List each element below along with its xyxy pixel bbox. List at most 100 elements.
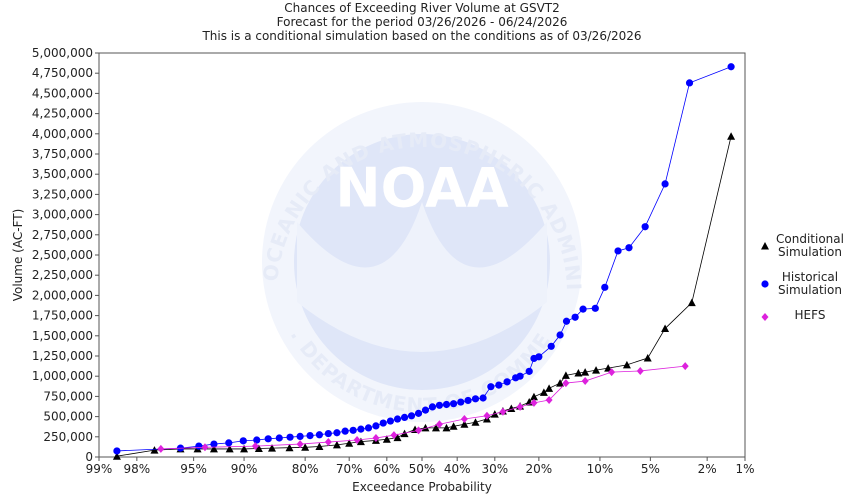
marker: [393, 433, 402, 442]
y-tick-label: 2,250,000: [32, 268, 93, 282]
y-tick-label: 500,000: [43, 410, 93, 424]
marker: [382, 435, 391, 443]
marker: [625, 244, 633, 252]
marker: [530, 398, 538, 407]
marker: [201, 443, 209, 452]
y-tick-label: 3,250,000: [32, 187, 93, 201]
marker: [386, 417, 395, 425]
marker: [687, 298, 696, 307]
marker: [503, 378, 511, 386]
x-tick-label: 30%: [481, 462, 508, 476]
marker: [661, 324, 670, 333]
y-tick-label: 1,000,000: [32, 369, 93, 383]
y-tick-label: 4,000,000: [32, 127, 93, 141]
marker: [471, 418, 480, 426]
marker: [525, 367, 533, 375]
legend-label: Historical Simulation: [778, 270, 842, 297]
marker: [372, 434, 380, 443]
y-tick-label: 2,500,000: [32, 248, 93, 262]
marker: [487, 383, 495, 391]
marker: [556, 331, 564, 339]
legend-label: HEFS: [794, 308, 826, 322]
marker: [315, 442, 324, 450]
chart-subtitle: This is a conditional simulation based o…: [201, 29, 641, 43]
y-tick-label: 1,250,000: [32, 349, 93, 363]
x-tick-label: 98%: [124, 462, 151, 476]
marker: [435, 420, 443, 429]
marker: [581, 377, 589, 386]
marker: [209, 444, 218, 453]
marker: [421, 406, 430, 414]
chart-title: Chances of Exceeding River Volume at GSV…: [284, 1, 560, 15]
marker: [157, 444, 165, 453]
marker: [685, 79, 694, 87]
x-tick-label: 90%: [231, 462, 258, 476]
marker: [345, 439, 354, 447]
marker: [561, 371, 570, 379]
marker: [285, 443, 294, 452]
y-tick-label: 4,500,000: [32, 86, 93, 100]
legend-label: Conditional Simulation: [776, 232, 844, 259]
marker: [442, 400, 451, 409]
marker: [112, 452, 121, 460]
x-tick-label: 5%: [641, 462, 660, 476]
marker: [195, 442, 203, 450]
marker: [571, 313, 579, 321]
marker: [435, 401, 444, 409]
marker: [275, 434, 283, 442]
y-tick-label: 1,500,000: [32, 329, 93, 343]
marker: [479, 394, 487, 402]
marker: [614, 247, 622, 255]
marker: [415, 426, 423, 435]
marker: [349, 426, 357, 434]
marker: [357, 425, 365, 433]
marker: [324, 438, 332, 447]
marker: [574, 368, 583, 377]
x-tick-label: 10%: [587, 462, 614, 476]
marker: [547, 342, 555, 350]
marker: [471, 395, 480, 403]
marker: [581, 368, 590, 376]
marker: [643, 354, 652, 362]
y-tick-label: 3,500,000: [32, 167, 93, 181]
marker: [150, 446, 159, 454]
marker: [286, 433, 294, 441]
marker: [592, 366, 601, 374]
y-tick-label: 1,750,000: [32, 309, 93, 323]
marker: [499, 407, 507, 416]
marker: [483, 411, 491, 420]
chart-subtitle: Forecast for the period 03/26/2026 - 06/…: [277, 15, 568, 29]
y-tick-label: 5,000,000: [32, 46, 93, 60]
x-tick-label: 1%: [735, 462, 754, 476]
marker: [332, 440, 341, 449]
marker: [364, 424, 373, 432]
legend-marker: [761, 280, 769, 288]
marker: [457, 398, 465, 406]
y-tick-label: 3,750,000: [32, 147, 93, 161]
marker: [390, 431, 398, 440]
marker: [407, 412, 416, 420]
marker: [264, 435, 272, 443]
y-tick-label: 0: [85, 450, 93, 464]
marker: [562, 317, 571, 325]
marker: [379, 419, 387, 427]
marker: [545, 396, 553, 405]
marker: [296, 432, 304, 440]
marker: [661, 180, 669, 188]
marker: [460, 420, 469, 428]
marker: [253, 436, 261, 444]
x-tick-label: 20%: [526, 462, 553, 476]
marker: [591, 304, 599, 312]
y-tick-label: 3,000,000: [32, 208, 93, 222]
x-tick-label: 2%: [698, 462, 717, 476]
x-tick-label: 95%: [180, 462, 207, 476]
marker: [601, 283, 609, 291]
marker: [604, 364, 613, 372]
marker: [495, 381, 503, 389]
series-line: [116, 136, 732, 457]
marker: [268, 444, 277, 452]
marker: [449, 422, 458, 430]
y-tick-label: 2,000,000: [32, 288, 93, 302]
